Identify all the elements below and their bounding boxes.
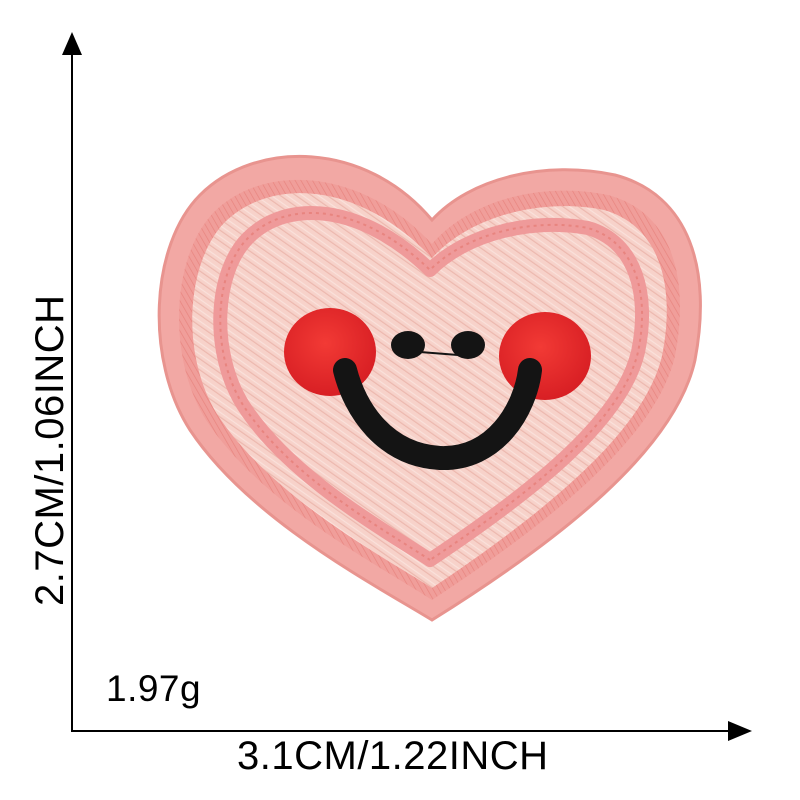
- width-dimension-label: 3.1CM/1.22INCH: [237, 734, 549, 778]
- right-cheek: [499, 312, 591, 400]
- height-dimension-label-container: 2.7CM/1.06INCH: [28, 236, 72, 606]
- left-eye: [391, 331, 425, 359]
- weight-label: 1.97g: [106, 668, 202, 709]
- left-cheek: [284, 308, 376, 396]
- height-axis-arrow: [62, 32, 82, 731]
- smile-mouth: [333, 358, 542, 470]
- smiling-heart-patch-icon: [157, 154, 702, 622]
- width-axis-arrow: [71, 721, 752, 741]
- height-dimension-label: 2.7CM/1.06INCH: [28, 294, 72, 606]
- right-eye: [451, 331, 485, 359]
